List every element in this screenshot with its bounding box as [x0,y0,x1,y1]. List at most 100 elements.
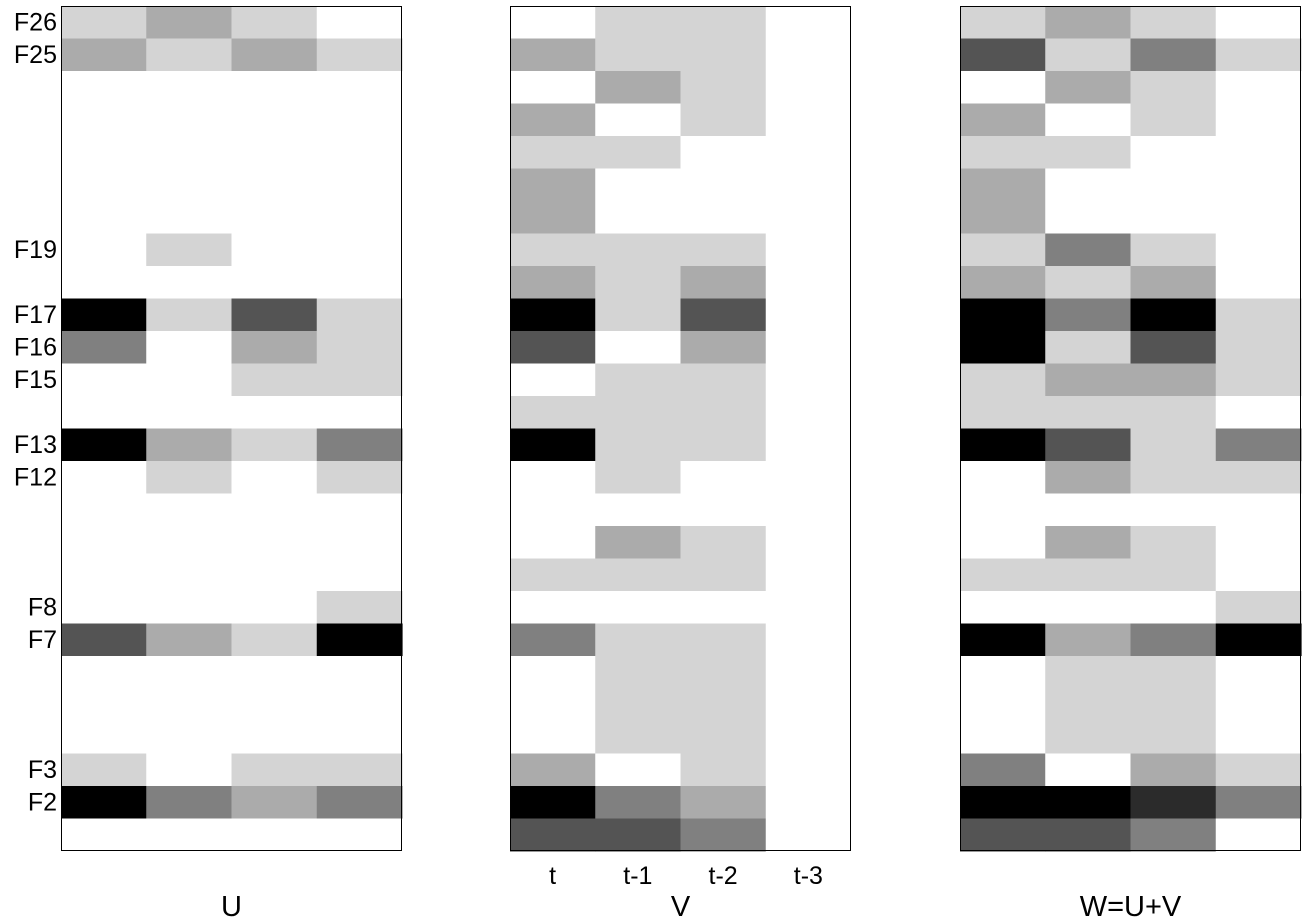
heatmap-cell [61,818,147,852]
heatmap-cell [316,136,403,170]
heatmap-cell [231,558,318,592]
heatmap-cell [316,688,403,722]
heatmap-cell [765,71,852,105]
heatmap-cell [510,38,596,72]
heatmap-cell [316,721,403,755]
heatmap-cell [765,233,852,267]
heatmap-cell [231,266,318,300]
heatmap-cell [680,201,767,235]
heatmap-cell [765,558,852,592]
heatmap-cell [1215,136,1302,170]
heatmap-cell [960,233,1046,267]
heatmap-cell [231,38,318,72]
heatmap-cell [146,688,233,722]
heatmap-cell [231,493,318,527]
heatmap-cell [680,428,767,462]
heatmap-cell [595,591,682,625]
heatmap-cell [765,363,852,397]
heatmap-cell [680,688,767,722]
heatmap-cell [960,396,1046,430]
heatmap-cell [680,721,767,755]
panel-title: W=U+V [1080,891,1182,923]
heatmap-cell [1130,298,1217,332]
heatmap-cell [61,623,147,657]
heatmap-cell [1045,71,1132,105]
heatmap-cell [595,266,682,300]
heatmap-cell [61,298,147,332]
heatmap-cell [1045,233,1132,267]
heatmap-cell [61,461,147,495]
heatmap-cell [765,623,852,657]
heatmap-cell [680,331,767,365]
heatmap-cell [680,818,767,852]
heatmap-cell [146,38,233,72]
heatmap-cell [1130,396,1217,430]
heatmap-cell [765,136,852,170]
heatmap-cell [61,103,147,137]
heatmap-cell [1215,6,1302,40]
heatmap-cell [61,688,147,722]
heatmap-cell [765,266,852,300]
heatmap-cell [61,526,147,560]
heatmap-cell [510,818,596,852]
heatmap-cell [316,461,403,495]
heatmap-cell [510,721,596,755]
heatmap-cell [146,233,233,267]
heatmap-cell [146,363,233,397]
heatmap-cell [595,6,682,40]
heatmap-cell [510,298,596,332]
heatmap-cell [1215,493,1302,527]
heatmap-cell [510,526,596,560]
heatmap-cell [316,298,403,332]
heatmap-cell [1045,623,1132,657]
heatmap-cell [316,656,403,690]
heatmap-cell [146,428,233,462]
heatmap-cell [61,753,147,787]
heatmap-cell [61,428,147,462]
heatmap-cell [765,331,852,365]
heatmap-cell [146,168,233,202]
heatmap-cell [1045,331,1132,365]
heatmap-cell [1045,721,1132,755]
heatmap-cell [146,461,233,495]
heatmap-cell [1045,6,1132,40]
heatmap-cell [680,656,767,690]
heatmap-cell [595,721,682,755]
heatmap-cell [680,168,767,202]
heatmap-cell [680,71,767,105]
heatmap-cell [1045,526,1132,560]
heatmap-cell [1215,656,1302,690]
heatmap-cell [146,103,233,137]
heatmap-cell [510,266,596,300]
heatmap-cell [1130,38,1217,72]
heatmap-cell [765,526,852,560]
heatmap-cell [1215,526,1302,560]
panel-title: U [221,891,242,923]
heatmap-cell [680,623,767,657]
heatmap-cell [146,71,233,105]
heatmap-cell [960,38,1046,72]
heatmap-cell [510,558,596,592]
heatmap-cell [146,753,233,787]
heatmap-cell [146,558,233,592]
heatmap-cell [1130,526,1217,560]
heatmap-cell [960,526,1046,560]
heatmap-cell [960,558,1046,592]
heatmap-cell [146,331,233,365]
heatmap-cell [765,656,852,690]
heatmap-cell [680,753,767,787]
heatmap-cell [146,786,233,820]
heatmap-cell [1045,168,1132,202]
heatmap-cell [231,168,318,202]
heatmap-cell [960,461,1046,495]
heatmap-cell [1045,396,1132,430]
heatmap-cell [595,818,682,852]
heatmap-cell [61,71,147,105]
heatmap-cell [146,526,233,560]
heatmap-cell [1130,233,1217,267]
heatmap-cell [680,591,767,625]
heatmap-cell [1215,71,1302,105]
heatmap-cell [680,6,767,40]
row-tick-label: F19 [14,236,57,264]
heatmap-cell [510,363,596,397]
